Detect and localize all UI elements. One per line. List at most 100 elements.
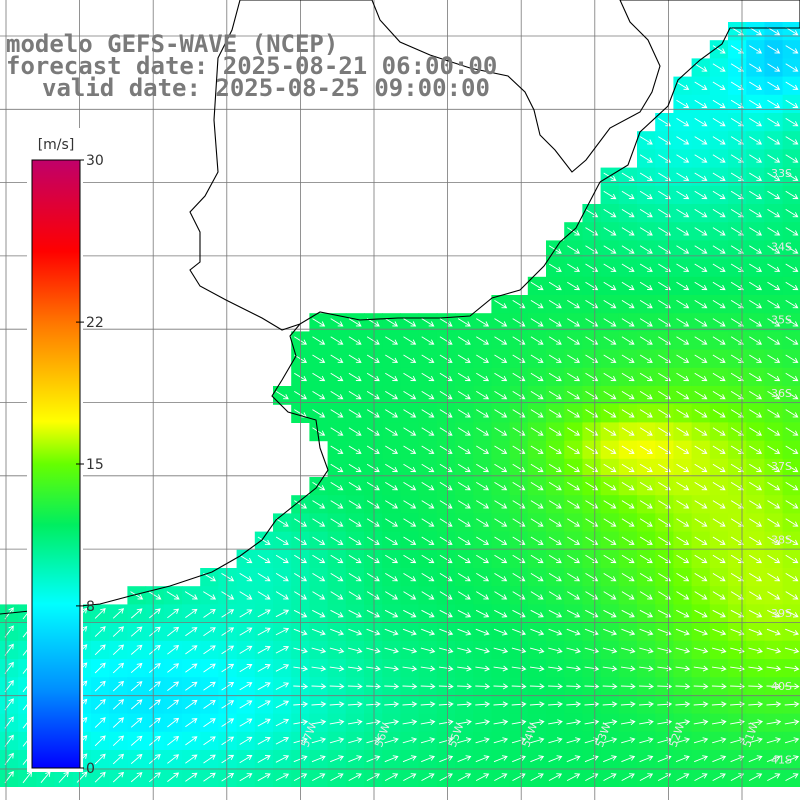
wind-arrow	[493, 701, 509, 708]
wind-arrow	[585, 500, 599, 509]
wind-arrow	[603, 755, 618, 763]
wind-arrow	[421, 755, 436, 763]
wind-arrow	[221, 736, 235, 746]
wind-arrow	[493, 683, 509, 690]
wind-arrow	[94, 644, 106, 656]
wind-arrow	[112, 771, 125, 783]
wind-arrow	[530, 536, 544, 545]
wind-arrow	[749, 463, 763, 473]
wind-cell	[782, 313, 800, 332]
wind-arrow	[439, 463, 453, 473]
wind-arrow	[421, 427, 435, 436]
wind-arrow	[784, 701, 800, 708]
wind-arrow	[749, 190, 763, 200]
wind-arrow	[676, 427, 690, 436]
wind-arrow	[149, 699, 161, 710]
wind-arrow	[639, 665, 654, 672]
wind-arrow	[384, 737, 399, 744]
wind-arrow	[221, 754, 235, 764]
wind-arrow	[167, 681, 180, 691]
wind-arrow	[130, 699, 143, 710]
wind-arrow	[548, 409, 562, 418]
wind-arrow	[94, 698, 106, 710]
wind-arrow	[221, 609, 235, 618]
wind-arrow	[621, 245, 635, 254]
wind-arrow	[530, 628, 545, 636]
wind-arrow	[785, 118, 799, 127]
wind-arrow	[712, 300, 726, 309]
wind-arrow	[421, 354, 435, 363]
wind-arrow	[385, 336, 399, 345]
wind-arrow	[420, 647, 436, 654]
wind-arrow	[438, 683, 454, 690]
wind-arrow	[438, 719, 454, 726]
wind-arrow	[767, 118, 781, 127]
wind-arrow	[330, 482, 344, 491]
wind-arrow	[748, 755, 763, 763]
wind-arrow	[639, 683, 654, 690]
wind-arrow	[257, 700, 271, 709]
wind-arrow	[529, 701, 545, 708]
wind-arrow	[566, 665, 582, 672]
wind-arrow	[639, 263, 653, 272]
wind-arrow	[403, 554, 417, 564]
wind-arrow	[239, 682, 253, 691]
wind-arrow	[694, 391, 708, 400]
wind-arrow	[785, 518, 799, 527]
wind-arrow	[620, 647, 636, 654]
wind-arrow	[712, 263, 726, 272]
wind-arrow	[621, 591, 635, 600]
wind-arrow	[767, 172, 781, 181]
wind-arrow	[749, 573, 763, 582]
latitude-label: 41S	[771, 753, 792, 766]
wind-arrow	[167, 645, 180, 655]
wind-arrow	[385, 445, 399, 454]
wind-arrow	[385, 554, 399, 564]
wind-arrow	[730, 209, 744, 218]
wind-arrow	[275, 718, 290, 727]
wind-arrow	[239, 755, 253, 764]
wind-arrow	[494, 463, 508, 473]
wind-arrow	[330, 336, 344, 345]
wind-arrow	[785, 172, 799, 181]
wind-arrow	[767, 500, 781, 509]
wind-arrow	[603, 372, 617, 382]
wind-arrow	[330, 318, 344, 327]
wind-arrow	[457, 409, 471, 418]
wind-arrow	[185, 754, 198, 764]
wind-arrow	[711, 719, 727, 726]
wind-arrow	[185, 681, 198, 691]
wind-arrow	[548, 372, 562, 382]
wind-arrow	[476, 536, 490, 545]
wind-arrow	[330, 773, 344, 781]
wind-arrow	[476, 354, 490, 363]
wind-arrow	[366, 628, 381, 636]
wind-arrow	[420, 665, 436, 672]
wind-arrow	[639, 172, 653, 181]
colorbar-unit: [m/s]	[38, 137, 75, 153]
wind-arrow	[675, 665, 691, 672]
wind-arrow	[203, 772, 216, 782]
wind-arrow	[749, 45, 763, 54]
wind-arrow	[767, 63, 781, 72]
wind-arrow	[403, 463, 417, 473]
wind-arrow	[749, 136, 763, 145]
wind-arrow	[530, 609, 544, 618]
wind-arrow	[476, 500, 490, 509]
wind-arrow	[621, 609, 635, 618]
wind-arrow	[149, 754, 161, 764]
wind-arrow	[329, 719, 345, 726]
wind-arrow	[366, 591, 380, 600]
wind-arrow	[366, 336, 380, 345]
wind-arrow	[493, 755, 508, 763]
wind-arrow	[457, 554, 471, 564]
wind-arrow	[457, 609, 472, 618]
wind-arrow	[621, 463, 635, 473]
wind-arrow	[439, 500, 453, 509]
wind-arrow	[402, 719, 418, 726]
wind-arrow	[149, 717, 161, 728]
wind-arrow	[130, 681, 143, 692]
wind-arrow	[748, 628, 763, 636]
wind-arrow	[621, 755, 636, 763]
wind-arrow	[621, 628, 636, 636]
